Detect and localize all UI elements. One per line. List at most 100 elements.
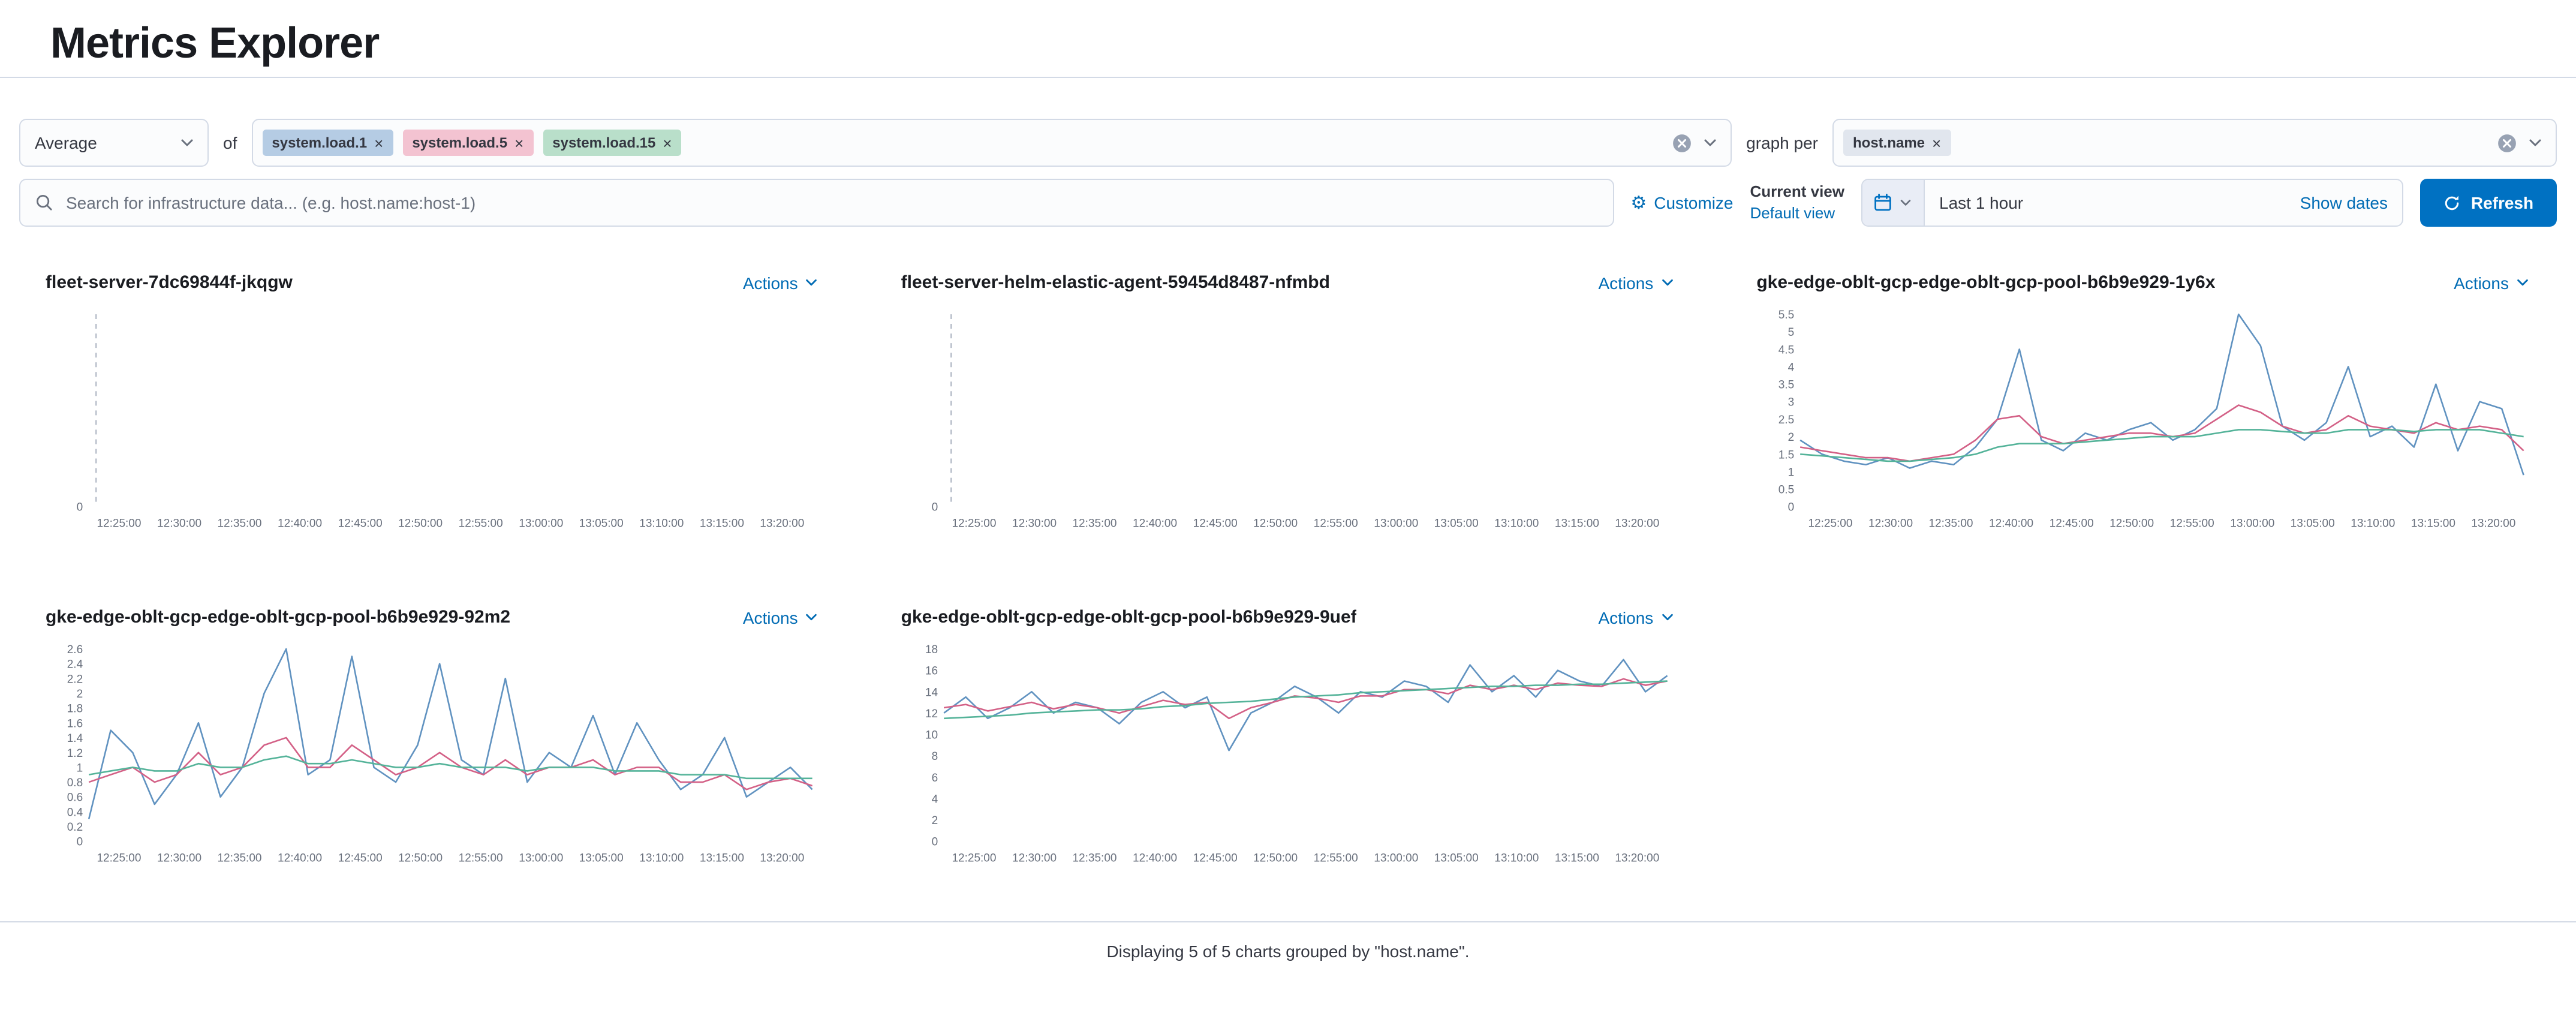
svg-text:12:55:00: 12:55:00 [459, 518, 503, 530]
chart-title: gke-edge-oblt-gcp-edge-oblt-gcp-pool-b6b… [901, 607, 1357, 628]
remove-metric-icon[interactable]: × [374, 134, 384, 152]
svg-text:12:35:00: 12:35:00 [1073, 853, 1117, 865]
chart-actions-button[interactable]: Actions [2454, 273, 2530, 292]
svg-text:13:05:00: 13:05:00 [1434, 853, 1479, 865]
remove-metric-icon[interactable]: × [514, 134, 524, 152]
svg-text:0: 0 [1787, 501, 1794, 514]
svg-text:12:40:00: 12:40:00 [278, 518, 322, 530]
svg-text:12:30:00: 12:30:00 [157, 853, 201, 865]
group-by-pill-host-name[interactable]: host.name × [1843, 130, 1951, 156]
actions-label: Actions [2454, 273, 2509, 292]
svg-text:4: 4 [1787, 361, 1794, 374]
svg-text:0.8: 0.8 [67, 777, 83, 790]
svg-text:12:40:00: 12:40:00 [1133, 518, 1178, 530]
line-chart[interactable]: 0 0.5 1 1.5 2 2.5 3 3.5 4 4.5 5 5.5 12:25:00 12:30:00… [1756, 307, 2530, 538]
svg-text:13:05:00: 13:05:00 [2290, 518, 2334, 530]
search-icon [37, 195, 52, 211]
svg-text:12:25:00: 12:25:00 [952, 518, 997, 530]
group-by-combobox[interactable]: host.name × [1832, 119, 2557, 167]
svg-text:0.2: 0.2 [67, 822, 83, 834]
chart-header: gke-edge-oblt-gcp-edge-oblt-gcp-pool-b6b… [901, 608, 1675, 628]
chevron-down-icon [1900, 200, 1911, 206]
chart-actions-button[interactable]: Actions [743, 273, 820, 292]
date-range-value[interactable]: Last 1 hour [1939, 193, 2024, 212]
line-chart[interactable]: 0 12:25:00 12:30:00 12:35:00 12:40:00 12:45:0… [46, 307, 820, 538]
line-chart[interactable]: 0 0.2 0.4 0.6 0.8 1 1.2 1.4 1.6 1.8 2 2.2 2.4 2.6 12:2… [46, 642, 820, 873]
svg-text:5: 5 [1787, 326, 1794, 339]
svg-text:2.5: 2.5 [1778, 414, 1793, 426]
metric-pill-system-load-15[interactable]: system.load.15 × [543, 130, 682, 156]
chevron-down-icon [1662, 279, 1673, 286]
show-dates-button[interactable]: Show dates [2300, 193, 2388, 212]
customize-button[interactable]: ⚙ Customize [1630, 193, 1733, 212]
charts-grid: fleet-server-7dc69844f-jkqgw Actions 0 12… [0, 272, 2576, 873]
svg-text:12:50:00: 12:50:00 [2109, 518, 2153, 530]
chevron-down-icon [806, 279, 817, 286]
default-view-link[interactable]: Default view [1750, 204, 1835, 222]
svg-text:12:30:00: 12:30:00 [1013, 853, 1057, 865]
chart-actions-button[interactable]: Actions [743, 608, 820, 627]
svg-text:10: 10 [926, 729, 938, 742]
remove-group-by-icon[interactable]: × [1932, 134, 1942, 152]
svg-text:12:45:00: 12:45:00 [1193, 853, 1238, 865]
actions-label: Actions [1598, 273, 1654, 292]
svg-text:12:55:00: 12:55:00 [1314, 518, 1358, 530]
line-chart[interactable]: 0 12:25:00 12:30:00 12:35:00 12:40:00 12:45:0… [901, 307, 1675, 538]
svg-text:12:35:00: 12:35:00 [1928, 518, 1973, 530]
date-picker: Last 1 hour Show dates [1861, 179, 2403, 227]
svg-text:0: 0 [77, 836, 83, 849]
svg-text:12:25:00: 12:25:00 [952, 853, 997, 865]
clear-metrics-icon[interactable] [1672, 133, 1692, 153]
svg-text:16: 16 [926, 665, 938, 678]
svg-text:14: 14 [926, 687, 939, 699]
search-input-wrapper [19, 179, 1614, 227]
chart-card: gke-edge-oblt-gcp-edge-oblt-gcp-pool-b6b… [901, 608, 1675, 873]
svg-text:12:50:00: 12:50:00 [398, 853, 443, 865]
chevron-down-icon[interactable] [2527, 134, 2544, 151]
svg-text:13:15:00: 13:15:00 [1555, 518, 1600, 530]
metric-pill-label: system.load.5 [412, 134, 508, 151]
metric-pill-system-load-5[interactable]: system.load.5 × [402, 130, 534, 156]
clear-group-by-icon[interactable] [2497, 133, 2517, 153]
metrics-combobox[interactable]: system.load.1 × system.load.5 × system.l… [251, 119, 1732, 167]
chart-actions-button[interactable]: Actions [1598, 273, 1675, 292]
metrics-config-row: Average of system.load.1 × system.load.5… [19, 119, 2557, 167]
chart-actions-button[interactable]: Actions [1598, 608, 1675, 627]
svg-text:12:50:00: 12:50:00 [1254, 518, 1298, 530]
chart-card: gke-edge-oblt-gcp-edge-oblt-gcp-pool-b6b… [1756, 272, 2530, 538]
svg-text:13:15:00: 13:15:00 [2411, 518, 2455, 530]
svg-text:12:45:00: 12:45:00 [2049, 518, 2093, 530]
svg-text:13:05:00: 13:05:00 [579, 853, 624, 865]
svg-text:12:35:00: 12:35:00 [1073, 518, 1117, 530]
svg-text:13:15:00: 13:15:00 [1555, 853, 1600, 865]
svg-text:13:15:00: 13:15:00 [700, 853, 744, 865]
svg-text:12:40:00: 12:40:00 [1133, 853, 1178, 865]
svg-text:12:30:00: 12:30:00 [1868, 518, 1912, 530]
of-label: of [223, 133, 237, 152]
search-input[interactable] [64, 192, 1599, 214]
svg-text:12: 12 [926, 708, 938, 721]
calendar-button[interactable] [1862, 180, 1925, 226]
svg-text:12:40:00: 12:40:00 [1988, 518, 2033, 530]
controls-bar: Average of system.load.1 × system.load.5… [0, 119, 2576, 227]
svg-text:13:05:00: 13:05:00 [1434, 518, 1479, 530]
svg-text:1.2: 1.2 [67, 748, 83, 760]
actions-label: Actions [742, 608, 798, 627]
svg-text:13:00:00: 13:00:00 [1374, 518, 1419, 530]
svg-text:12:45:00: 12:45:00 [338, 518, 383, 530]
svg-text:4.5: 4.5 [1778, 344, 1793, 356]
remove-metric-icon[interactable]: × [663, 134, 672, 152]
aggregation-select[interactable]: Average [19, 119, 209, 167]
svg-text:12:45:00: 12:45:00 [1193, 518, 1238, 530]
svg-text:0: 0 [77, 501, 83, 514]
view-selector: Current view Default view [1750, 181, 1845, 224]
metric-pill-system-load-1[interactable]: system.load.1 × [262, 130, 393, 156]
metric-pills: system.load.1 × system.load.5 × system.l… [262, 130, 1662, 156]
header-divider [0, 77, 2576, 78]
aggregation-value: Average [35, 133, 97, 152]
chevron-down-icon[interactable] [1702, 134, 1719, 151]
svg-text:13:20:00: 13:20:00 [1615, 518, 1660, 530]
refresh-button[interactable]: Refresh [2420, 179, 2557, 227]
svg-text:13:20:00: 13:20:00 [2471, 518, 2515, 530]
line-chart[interactable]: 0 2 4 6 8 10 12 14 16 18 12:25:00 12:30:00 12:35:00 1… [901, 642, 1675, 873]
